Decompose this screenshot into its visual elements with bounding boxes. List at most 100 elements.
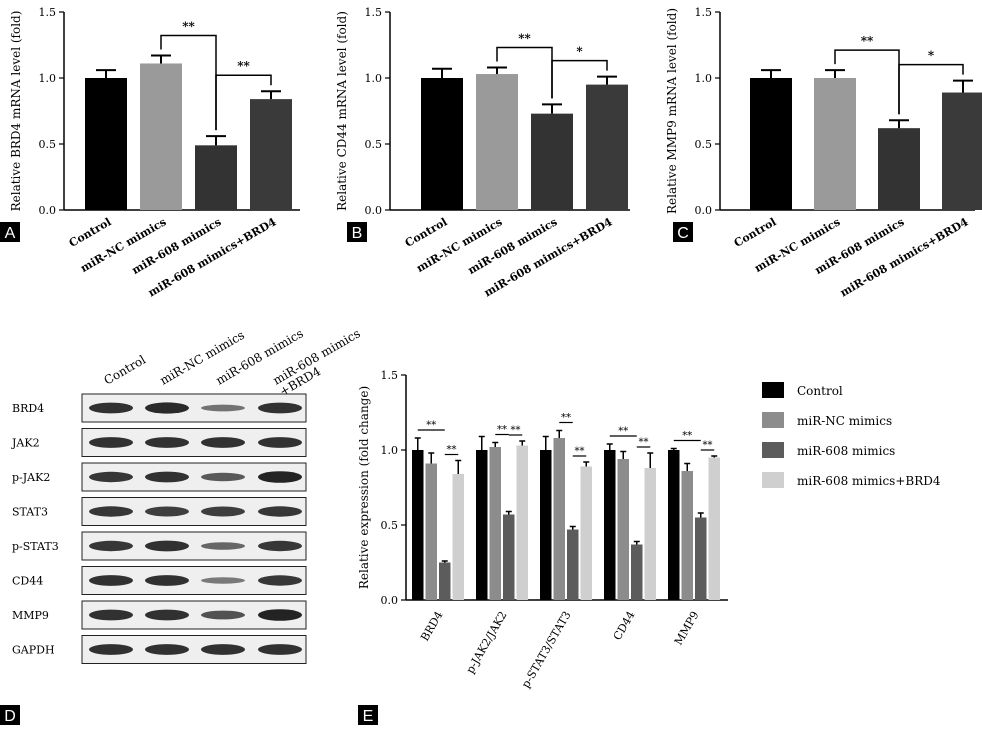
y-axis-label: Relative BRD4 mRNA level (fold)	[9, 11, 23, 212]
panel-letter-d: D	[0, 705, 20, 725]
significance-label: *	[576, 45, 583, 59]
y-tick-label: 0.5	[695, 138, 713, 151]
significance-label: **	[861, 34, 874, 48]
bar	[644, 468, 656, 600]
y-tick-label: 0.5	[365, 138, 383, 151]
bar	[421, 78, 463, 210]
blot-band	[258, 437, 302, 448]
blot-band	[89, 540, 133, 552]
significance-label: **	[511, 425, 521, 436]
bar	[425, 463, 437, 600]
lane-label: Control	[102, 353, 149, 388]
blot-band	[145, 540, 189, 552]
bar	[516, 445, 528, 600]
bar	[412, 450, 424, 600]
x-tick-label: p-JAK2/JAK2	[464, 609, 510, 676]
bar	[476, 450, 488, 600]
blot-band	[145, 402, 189, 414]
blot-band	[258, 644, 302, 655]
blot-band	[258, 609, 302, 621]
significance-label: *	[928, 49, 935, 63]
bar	[476, 74, 518, 210]
y-tick-label: 1.0	[695, 72, 713, 85]
blot-band	[258, 575, 302, 586]
blot-band	[89, 575, 133, 586]
blot-band	[89, 609, 133, 621]
bar	[617, 459, 629, 600]
legend-label: Control	[797, 384, 843, 398]
blot-row-label: STAT3	[12, 506, 48, 519]
significance-label: **	[575, 446, 585, 457]
legend-label: miR-NC mimics	[797, 414, 892, 428]
bar	[580, 466, 592, 600]
blot-band	[258, 402, 302, 414]
y-tick-label: 0.0	[365, 204, 383, 217]
blot-band	[145, 437, 189, 448]
significance-label: **	[561, 413, 571, 424]
bar	[750, 78, 792, 210]
legend-label: miR-608 mimics	[797, 444, 895, 458]
y-tick-label: 1.5	[39, 6, 57, 19]
svg-text:B: B	[352, 225, 363, 242]
panel-c-chart: 0.0 0.5 1.0 1.5 Relative MMP9 mRNA level (fo…	[665, 6, 982, 299]
bar	[85, 78, 127, 210]
y-axis-label: Relative CD44 mRNA level (fold)	[335, 11, 349, 211]
significance-label: **	[182, 20, 195, 34]
blot-band	[89, 644, 133, 655]
y-tick-label: 0.5	[39, 138, 57, 151]
y-tick-label: 0.0	[381, 594, 399, 607]
blot-band	[89, 402, 133, 414]
blot-band	[201, 610, 245, 620]
blot-band	[145, 644, 189, 655]
x-tick-label: miR-608 mimics	[130, 215, 224, 277]
x-tick-label: CD44	[611, 609, 638, 643]
bar	[942, 92, 982, 210]
legend-swatch	[762, 382, 784, 398]
x-tick-label: miR-608 mimics	[466, 215, 560, 277]
significance-bracket	[215, 74, 272, 131]
bar	[708, 457, 720, 600]
blot-band	[258, 540, 302, 552]
blot-row-label: JAK2	[11, 437, 40, 450]
blot-row-label: p-STAT3	[12, 540, 59, 553]
blot-band	[89, 471, 133, 483]
significance-label: **	[682, 431, 692, 442]
significance-label: **	[703, 440, 713, 451]
legend-swatch	[762, 442, 784, 458]
blot-band	[89, 437, 133, 448]
y-tick-label: 1.5	[381, 369, 399, 382]
bar	[439, 562, 451, 600]
blot-band	[201, 437, 245, 448]
bar	[668, 450, 680, 600]
blot-band	[145, 575, 189, 586]
blot-band	[201, 404, 245, 412]
significance-bracket	[898, 63, 964, 115]
x-tick-label: Control	[732, 215, 779, 250]
blot-row-label: GAPDH	[12, 644, 55, 657]
blot-band	[201, 577, 245, 584]
legend-swatch	[762, 412, 784, 428]
y-tick-label: 0.0	[695, 204, 713, 217]
blot-band	[258, 506, 302, 517]
y-tick-label: 0.5	[381, 519, 399, 532]
blot-band	[145, 609, 189, 621]
panel-letter-c: C	[673, 222, 693, 242]
panel-letter-e: E	[358, 705, 378, 725]
y-axis-label: Relative MMP9 mRNA level (fold)	[665, 8, 679, 214]
y-tick-label: 0.0	[39, 204, 57, 217]
significance-label: **	[518, 31, 531, 45]
bar	[814, 78, 856, 210]
x-tick-label: MMP9	[672, 609, 702, 647]
bar	[531, 113, 573, 210]
legend-label: miR-608 mimics+BRD4	[797, 474, 941, 488]
bar	[695, 517, 707, 600]
blot-band	[145, 506, 189, 517]
bar	[452, 474, 464, 600]
significance-label: **	[639, 437, 649, 448]
y-tick-label: 1.0	[365, 72, 383, 85]
y-tick-label: 1.5	[695, 6, 713, 19]
x-tick-label: BRD4	[418, 609, 445, 643]
svg-text:A: A	[5, 225, 16, 242]
